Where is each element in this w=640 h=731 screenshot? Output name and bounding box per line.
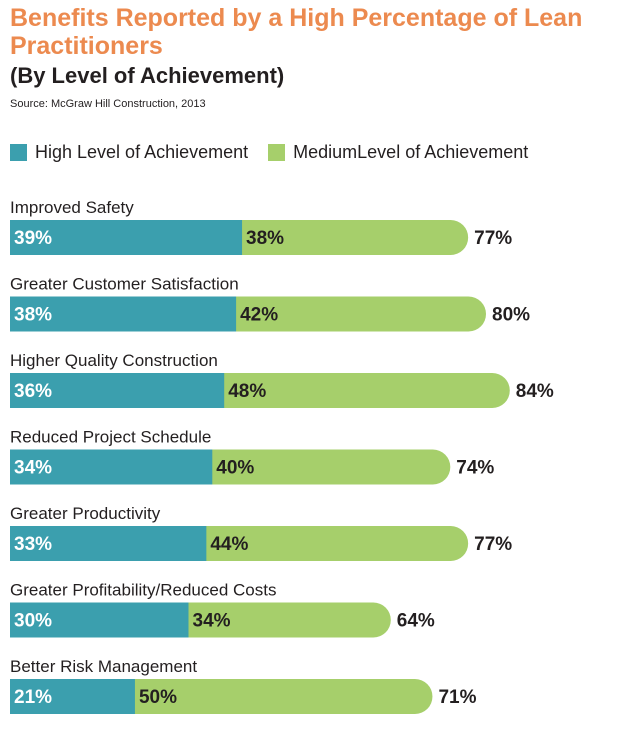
- bar-high: [10, 220, 243, 255]
- category-label: Reduced Project Schedule: [10, 428, 211, 447]
- bar-medium: [132, 679, 433, 714]
- category-label: Better Risk Management: [10, 657, 197, 676]
- bar-high: [10, 679, 135, 714]
- bar-high: [10, 526, 207, 561]
- value-label-high: 33%: [14, 534, 52, 555]
- bar-medium: [204, 526, 469, 561]
- value-label-medium: 38%: [246, 228, 284, 249]
- legend-label-high: High Level of Achievement: [35, 141, 249, 162]
- bar-medium: [210, 449, 451, 485]
- legend-item-high: High Level of Achievement: [10, 142, 248, 163]
- bar-medium: [234, 296, 486, 332]
- value-label-high: 34%: [14, 458, 52, 479]
- value-label-total: 80%: [492, 305, 530, 326]
- chart-title: Benefits Reported by a High Percentage o…: [10, 4, 583, 60]
- value-label-medium: 42%: [240, 305, 278, 326]
- legend-label-medium: MediumLevel of Achievement: [293, 141, 529, 162]
- legend: High Level of Achievement MediumLevel of…: [10, 140, 548, 164]
- category-label: Greater Customer Satisfaction: [10, 275, 239, 294]
- value-label-high: 36%: [14, 381, 52, 402]
- value-label-high: 30%: [14, 611, 52, 632]
- value-label-total: 77%: [474, 228, 512, 249]
- bar-high: [10, 296, 237, 332]
- source-note: Source: McGraw Hill Construction, 2013: [10, 98, 206, 110]
- category-label: Higher Quality Construction: [10, 351, 218, 370]
- value-label-total: 84%: [516, 381, 554, 402]
- value-label-medium: 40%: [216, 458, 254, 479]
- value-label-medium: 50%: [139, 687, 177, 708]
- legend-item-medium: MediumLevel of Achievement: [268, 142, 528, 163]
- value-label-total: 71%: [438, 687, 476, 708]
- category-label: Improved Safety: [10, 198, 134, 217]
- value-label-total: 74%: [456, 458, 494, 479]
- value-label-high: 38%: [14, 305, 52, 326]
- bar-medium: [240, 220, 469, 255]
- chart-subtitle: (By Level of Achievement): [10, 63, 285, 88]
- value-label-medium: 48%: [228, 381, 266, 402]
- value-label-high: 21%: [14, 687, 52, 708]
- legend-swatch-medium: [268, 143, 286, 161]
- value-label-medium: 34%: [193, 611, 231, 632]
- legend-swatch-high: [10, 143, 27, 161]
- value-label-high: 39%: [14, 228, 52, 249]
- bar-high: [10, 602, 189, 638]
- category-label: Greater Profitability/Reduced Costs: [10, 581, 276, 600]
- value-label-total: 64%: [397, 611, 435, 632]
- value-label-total: 77%: [474, 534, 512, 555]
- value-label-medium: 44%: [210, 534, 248, 555]
- category-label: Greater Productivity: [10, 504, 161, 523]
- bar-high: [10, 449, 213, 485]
- bar-medium: [222, 373, 510, 408]
- bar-medium: [186, 602, 391, 638]
- bar-high: [10, 373, 225, 408]
